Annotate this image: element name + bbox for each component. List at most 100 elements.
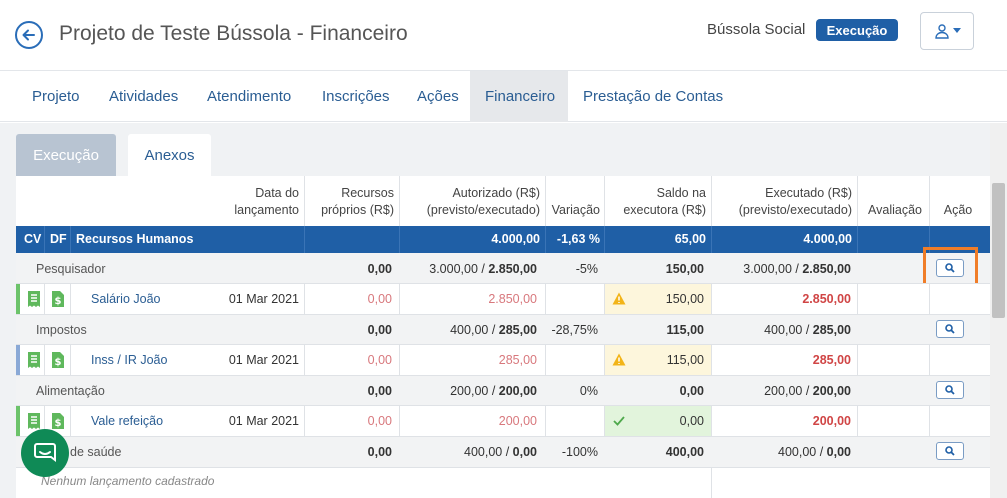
item-autorizado: 285,00 <box>498 353 537 367</box>
group-row: Pesquisador 0,00 3.000,00 / 2.850,00 -5%… <box>16 253 990 284</box>
tab-atividades[interactable]: Atividades <box>109 88 179 105</box>
item-date: 01 Mar 2021 <box>228 353 299 367</box>
money-doc-icon[interactable]: $ <box>51 412 65 430</box>
summary-autorizado: 4.000,00 <box>491 232 540 246</box>
group-recursos: 0,00 <box>367 445 392 459</box>
receipt-icon[interactable] <box>27 290 41 308</box>
view-button[interactable] <box>936 259 964 277</box>
caret-down-icon <box>952 28 961 33</box>
header-variacao: Variação <box>551 203 600 217</box>
tab-projeto[interactable]: Projeto <box>32 88 80 105</box>
summary-row: CV DF Recursos Humanos 4.000,00 -1,63 % … <box>16 226 990 253</box>
content-area: Execução Anexos Data do lançamento Recurs… <box>0 123 1007 498</box>
svg-text:$: $ <box>55 418 62 429</box>
item-date: 01 Mar 2021 <box>228 414 299 428</box>
group-variacao: 0% <box>579 384 598 398</box>
scrollbar-thumb[interactable] <box>992 183 1005 318</box>
subtab-anexos[interactable]: Anexos <box>128 134 211 176</box>
item-recursos: 0,00 <box>367 414 392 428</box>
main-nav: Projeto Atividades Atendimento Inscriçõe… <box>0 71 1007 122</box>
group-variacao: -28,75% <box>551 323 598 337</box>
tab-inscricoes[interactable]: Inscrições <box>322 88 390 105</box>
page-header: Projeto de Teste Bússola - Financeiro Bú… <box>0 0 1007 71</box>
group-recursos: 0,00 <box>367 323 392 337</box>
item-recursos: 0,00 <box>367 292 392 306</box>
warning-icon <box>612 292 626 305</box>
item-date: 01 Mar 2021 <box>228 292 299 306</box>
chat-icon <box>34 443 56 462</box>
item-executado: 200,00 <box>812 414 851 428</box>
item-executado: 285,00 <box>812 353 851 367</box>
group-saldo: 400,00 <box>665 445 704 459</box>
group-autorizado: 400,00 / 0,00 <box>464 445 537 459</box>
item-recursos: 0,00 <box>367 353 392 367</box>
tab-financeiro[interactable]: Financeiro <box>470 71 568 122</box>
group-autorizado: 400,00 / 285,00 <box>450 323 537 337</box>
view-button[interactable] <box>936 320 964 338</box>
item-row: $ Vale refeição 01 Mar 2021 0,00 200,00 … <box>16 406 990 436</box>
tab-prestacao-contas[interactable]: Prestação de Contas <box>583 88 724 105</box>
item-name[interactable]: Vale refeição <box>91 414 164 428</box>
search-icon <box>945 263 955 273</box>
group-executado: 400,00 / 0,00 <box>778 445 851 459</box>
money-doc-icon[interactable]: $ <box>51 290 65 308</box>
back-button[interactable] <box>15 21 43 49</box>
group-recursos: 0,00 <box>367 384 392 398</box>
group-row: de saúde 0,00 400,00 / 0,00 -100% 400,00… <box>16 436 990 467</box>
group-autorizado: 3.000,00 / 2.850,00 <box>429 262 537 276</box>
warning-icon <box>612 353 626 366</box>
header-acao: Ação <box>943 203 973 217</box>
header-recursos: Recursos próprios (R$) <box>321 186 394 217</box>
svg-text:$: $ <box>55 357 62 368</box>
subtab-execucao[interactable]: Execução <box>16 134 116 176</box>
group-name: de saúde <box>70 445 122 459</box>
group-saldo: 150,00 <box>665 262 704 276</box>
group-recursos: 0,00 <box>367 262 392 276</box>
group-autorizado: 200,00 / 200,00 <box>450 384 537 398</box>
receipt-icon[interactable] <box>27 351 41 369</box>
search-icon <box>945 324 955 334</box>
tab-atendimento[interactable]: Atendimento <box>207 88 292 105</box>
header-saldo: Saldo na executora (R$) <box>623 186 706 217</box>
money-doc-icon[interactable]: $ <box>51 351 65 369</box>
item-row: $ Salário João 01 Mar 2021 0,00 2.850,00… <box>16 284 990 314</box>
header-data: Data do lançamento <box>234 186 299 217</box>
user-menu-button[interactable] <box>920 12 974 50</box>
item-saldo: 0,00 <box>679 414 704 428</box>
header-executado: Executado (R$) (previsto/executado) <box>738 186 852 217</box>
summary-saldo: 65,00 <box>674 232 706 246</box>
view-button[interactable] <box>936 381 964 399</box>
header-autorizado: Autorizado (R$) (previsto/executado) <box>426 186 540 217</box>
view-button[interactable] <box>936 442 964 460</box>
tab-acoes[interactable]: Ações <box>417 88 459 105</box>
search-icon <box>945 385 955 395</box>
status-badge: Execução <box>816 19 898 41</box>
group-name: Pesquisador <box>36 262 106 276</box>
item-name[interactable]: Inss / IR João <box>91 353 168 367</box>
group-executado: 400,00 / 285,00 <box>764 323 851 337</box>
receipt-icon[interactable] <box>27 412 41 430</box>
header-avaliacao: Avaliação <box>868 203 922 217</box>
item-name[interactable]: Salário João <box>91 292 161 306</box>
user-icon <box>934 24 949 39</box>
item-autorizado: 200,00 <box>498 414 537 428</box>
summary-executado: 4.000,00 <box>803 232 852 246</box>
org-name: Bússola Social <box>707 21 806 38</box>
item-saldo: 115,00 <box>666 353 704 367</box>
item-autorizado: 2.850,00 <box>488 292 537 306</box>
item-saldo: 150,00 <box>665 292 704 306</box>
group-executado: 3.000,00 / 2.850,00 <box>743 262 851 276</box>
item-row: $ Inss / IR João 01 Mar 2021 0,00 285,00… <box>16 345 990 375</box>
group-saldo: 115,00 <box>666 323 704 337</box>
page-title: Projeto de Teste Bússola - Financeiro <box>59 22 408 45</box>
search-icon <box>945 446 955 456</box>
cv-label: CV <box>24 232 42 246</box>
summary-variacao: -1,63 % <box>556 232 600 246</box>
svg-text:$: $ <box>55 296 62 307</box>
group-row: Alimentação 0,00 200,00 / 200,00 0% 0,00… <box>16 375 990 406</box>
group-variacao: -100% <box>561 445 598 459</box>
category-name: Recursos Humanos <box>76 232 194 246</box>
group-saldo: 0,00 <box>679 384 704 398</box>
chat-button[interactable] <box>21 429 69 477</box>
group-executado: 200,00 / 200,00 <box>764 384 851 398</box>
